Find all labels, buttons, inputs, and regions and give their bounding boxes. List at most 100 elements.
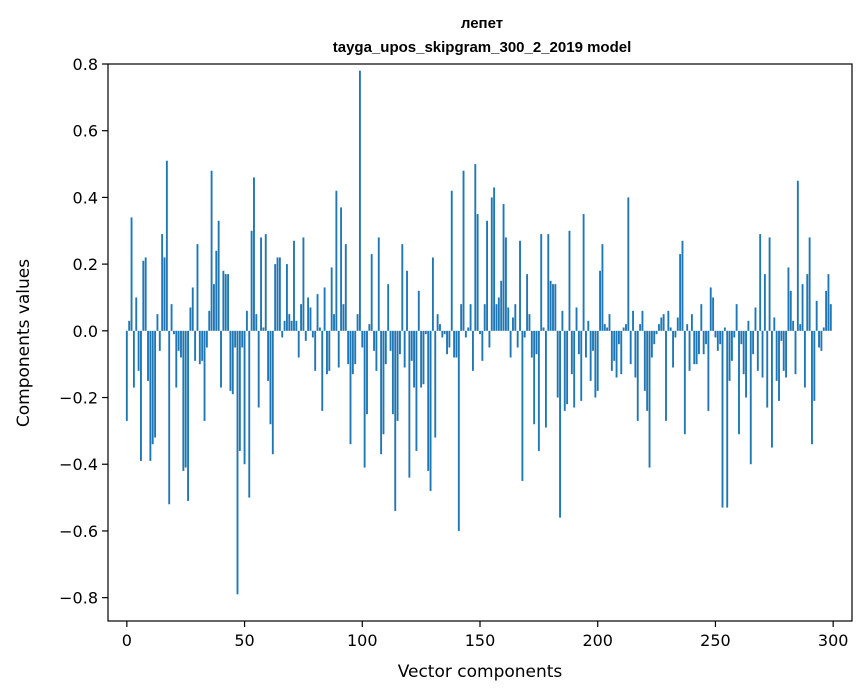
bar-component-31 [198,330,201,365]
bar-component-235 [679,254,682,331]
bar-component-121 [410,330,413,361]
bar-component-246 [705,330,707,345]
bar-component-65 [278,257,281,331]
bar-component-237 [683,330,686,435]
bar-component-217 [636,330,639,421]
bar-component-156 [493,187,496,331]
bar-component-247 [707,330,710,411]
bar-component-28 [191,287,194,331]
bar-component-61 [269,330,272,425]
bar-component-82 [318,327,321,331]
bar-component-132 [436,314,439,331]
bar-component-254 [723,327,726,331]
bar-component-236 [681,240,684,331]
bar-component-71 [293,240,295,331]
bar-component-1 [128,320,131,331]
bar-component-115 [396,330,399,421]
bar-component-53 [250,230,253,331]
bar-component-202 [601,244,604,331]
bar-component-248 [709,287,712,331]
bar-component-208 [615,330,618,378]
y-tick-label: 0.0 [73,322,98,341]
bar-component-169 [523,330,526,338]
bar-component-49 [241,330,244,348]
bar-component-126 [422,330,425,385]
x-tick-label: 150 [465,631,496,650]
chart-title: лепет [461,15,503,32]
bar-component-153 [486,220,488,331]
bar-component-44 [229,330,232,391]
bar-component-30 [196,244,199,331]
bar-component-70 [290,320,293,331]
bar-component-92 [342,304,345,331]
bar-component-173 [533,330,536,425]
bar-component-41 [222,270,225,331]
bar-component-9 [147,330,149,381]
bar-component-81 [316,294,319,331]
bar-component-80 [314,330,317,371]
bar-component-271 [763,274,766,331]
bar-component-244 [700,304,703,331]
bar-component-109 [382,330,385,435]
bar-component-139 [453,330,456,358]
bar-component-85 [326,330,328,375]
bar-component-63 [274,264,277,331]
bar-component-266 [752,330,755,355]
bar-component-135 [443,330,446,335]
bar-component-221 [646,330,649,411]
bar-component-251 [716,330,719,351]
y-axis-label: Components values [14,259,34,427]
bar-component-148 [474,164,477,331]
bar-component-136 [446,330,448,355]
y-tick-label: 0.2 [73,255,98,274]
bar-component-297 [825,290,828,331]
bar-component-282 [789,290,792,331]
bar-component-190 [573,330,576,408]
bar-component-267 [754,307,757,331]
bar-component-18 [168,330,171,505]
x-axis-ticks: 0 50 100 150 200 250 300 [122,621,848,650]
bar-component-73 [297,330,300,358]
bar-component-32 [201,330,204,361]
bar-component-98 [356,314,359,331]
bar-component-174 [535,330,538,355]
bar-component-199 [594,330,597,398]
bar-component-108 [380,330,383,455]
bar-component-144 [464,330,467,338]
bar-component-258 [733,330,736,338]
bar-component-245 [702,330,705,355]
bar-component-33 [203,330,206,421]
bar-component-2 [130,217,133,331]
bar-component-112 [389,330,392,351]
bar-component-102 [366,330,368,415]
bar-component-69 [288,314,291,331]
bar-component-29 [194,330,197,361]
y-tick-label: −0.4 [59,455,98,474]
bar-component-163 [509,330,512,358]
bar-component-203 [603,324,606,331]
bar-component-231 [669,327,672,331]
y-tick-label: −0.8 [59,589,98,608]
bar-component-20 [172,330,175,335]
bar-component-272 [766,330,769,408]
bar-component-178 [544,330,547,428]
bar-component-180 [549,280,552,331]
bar-component-138 [450,190,453,331]
bar-component-5 [137,330,140,371]
bar-component-239 [688,330,691,371]
bar-component-162 [507,307,510,331]
bar-component-113 [391,330,394,415]
bar-component-43 [227,274,230,331]
bar-component-294 [818,330,820,348]
bar-component-238 [686,324,689,331]
bar-component-137 [448,330,451,348]
bar-component-97 [354,330,357,365]
bar-component-19 [170,304,173,331]
bar-component-23 [180,330,182,358]
bar-component-170 [526,274,529,331]
bar-component-6 [140,330,142,461]
bar-component-191 [575,307,578,331]
bar-component-287 [801,284,804,331]
bar-component-292 [813,330,816,401]
